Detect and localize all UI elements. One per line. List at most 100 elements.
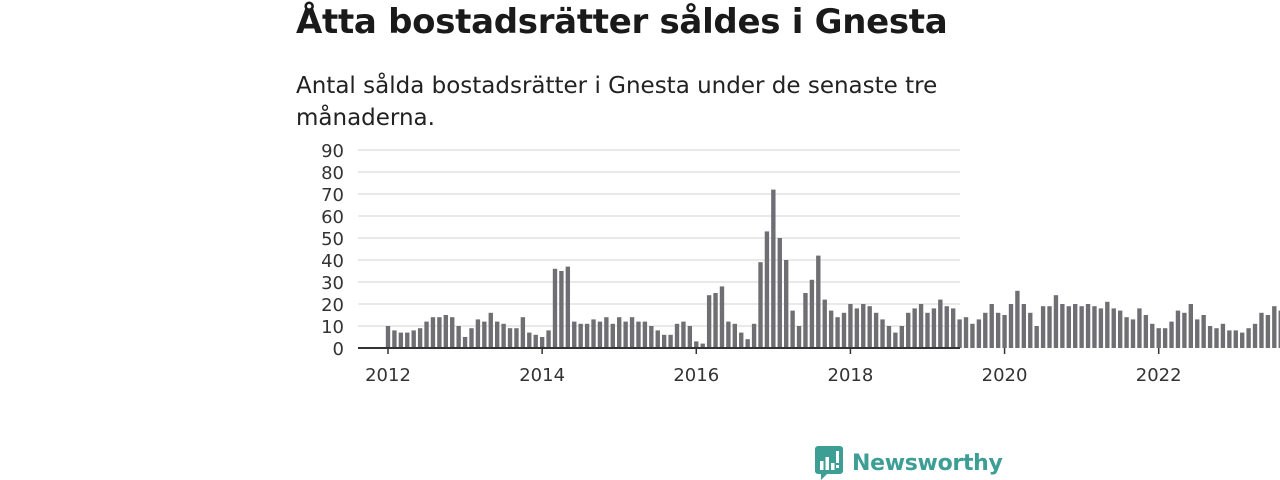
bar xyxy=(989,304,994,348)
chart-subtitle: Antal sålda bostadsrätter i Gnesta under… xyxy=(296,73,938,131)
bar xyxy=(578,323,583,348)
bar xyxy=(591,319,596,348)
bar xyxy=(970,323,975,348)
y-tick-label: 80 xyxy=(321,163,344,184)
bar xyxy=(1175,310,1181,348)
bar xyxy=(1156,328,1161,348)
bar xyxy=(809,279,815,348)
bar xyxy=(604,317,609,348)
y-tick-label: 40 xyxy=(321,251,344,272)
bar xyxy=(983,312,988,348)
bar xyxy=(835,317,840,348)
bar xyxy=(1053,295,1059,348)
bar xyxy=(1233,330,1238,348)
bar xyxy=(745,339,750,348)
bar xyxy=(392,330,397,348)
bar xyxy=(784,260,789,348)
bar xyxy=(661,334,667,348)
bar xyxy=(1252,323,1258,348)
bar xyxy=(424,321,429,348)
bar xyxy=(1201,315,1206,348)
bar xyxy=(719,286,725,348)
bar xyxy=(925,312,930,348)
chart-title: Åtta bostadsrätter såldes i Gnesta xyxy=(296,2,948,42)
bar xyxy=(417,328,423,348)
bar xyxy=(674,323,680,348)
bar xyxy=(572,321,577,348)
bar xyxy=(1240,332,1245,348)
bar xyxy=(405,332,410,348)
bar xyxy=(1098,308,1104,348)
bar xyxy=(828,310,834,348)
bar xyxy=(539,337,545,348)
bar xyxy=(617,317,622,348)
bar xyxy=(1188,304,1193,348)
bar xyxy=(848,304,853,348)
x-axis-ticks: 20122014201620182020202220242026 xyxy=(365,348,1182,386)
bar xyxy=(456,326,461,348)
bar xyxy=(482,321,487,348)
bar xyxy=(552,268,558,348)
bar xyxy=(713,293,718,348)
y-tick-label: 30 xyxy=(321,273,344,294)
bar xyxy=(893,332,898,348)
y-tick-label: 20 xyxy=(321,295,344,316)
bar xyxy=(938,299,943,348)
bar xyxy=(527,332,532,348)
bar xyxy=(1227,330,1232,348)
bar xyxy=(873,312,879,348)
bar xyxy=(803,293,808,348)
bar xyxy=(1150,323,1155,348)
bar xyxy=(1169,321,1174,348)
bar xyxy=(995,312,1001,348)
x-tick-label: 2012 xyxy=(365,365,411,386)
newsworthy-logo-text: Newsworthy xyxy=(852,450,1003,476)
y-tick-label: 10 xyxy=(321,317,344,338)
bar xyxy=(931,308,937,348)
bar xyxy=(636,321,641,348)
bar xyxy=(629,317,635,348)
bar xyxy=(777,238,782,348)
bar xyxy=(1259,312,1264,348)
y-tick-label: 0 xyxy=(333,339,344,360)
bar xyxy=(1182,312,1187,348)
bar xyxy=(668,334,673,348)
bar xyxy=(469,328,474,348)
bar xyxy=(642,321,648,348)
x-tick-label: 2018 xyxy=(828,365,874,386)
bar xyxy=(1034,326,1039,348)
bar xyxy=(1117,310,1123,348)
bar xyxy=(597,321,603,348)
bar xyxy=(951,308,956,348)
bar xyxy=(584,323,590,348)
bar xyxy=(533,334,538,348)
bar xyxy=(822,299,827,348)
y-tick-label: 60 xyxy=(321,207,344,228)
bar xyxy=(1265,315,1271,348)
bar xyxy=(1137,308,1142,348)
bar xyxy=(867,306,872,348)
bar xyxy=(520,317,526,348)
bar xyxy=(963,317,969,348)
bar xyxy=(816,255,821,348)
bar xyxy=(1092,306,1097,348)
y-tick-label: 70 xyxy=(321,185,344,206)
bar xyxy=(488,312,493,348)
bar xyxy=(1111,308,1116,348)
bar xyxy=(610,323,615,348)
bar xyxy=(443,315,448,348)
bar xyxy=(1028,312,1033,348)
bar xyxy=(1079,306,1084,348)
bar xyxy=(854,308,860,348)
bar xyxy=(687,326,693,348)
bar xyxy=(546,330,551,348)
bars xyxy=(385,189,1280,348)
bar xyxy=(899,326,904,348)
bar xyxy=(880,319,885,348)
y-tick-label: 50 xyxy=(321,229,344,250)
bar xyxy=(1207,326,1213,348)
bar xyxy=(681,321,686,348)
bar xyxy=(751,323,757,348)
